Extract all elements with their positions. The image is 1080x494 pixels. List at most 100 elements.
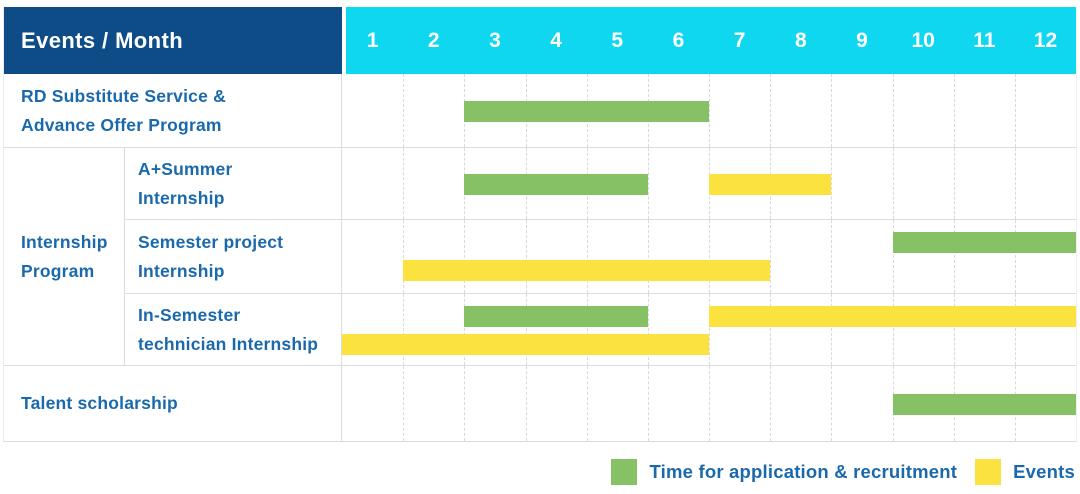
month-gridline [770,74,772,147]
table-row-rd-substitute: RD Substitute Service & Advance Offer Pr… [4,74,1076,148]
month-gridline [403,148,405,219]
row-label-line: Internship [138,260,225,281]
table-row-talent-scholarship: Talent scholarship [4,366,1076,441]
month-gridline [647,220,649,293]
timeline-semester-project [342,220,1076,293]
month-gridline [525,366,527,441]
events-bar [342,334,709,355]
month-gridline [770,220,772,293]
events-legend-swatch [975,459,1002,485]
row-label-line: technician Internship [138,333,319,354]
application-legend-label: Time for application & recruitment [649,461,958,482]
month-gridline [403,74,405,147]
month-gridline [953,148,955,219]
month-gridline [892,74,894,147]
row-label-cell: A+Summer Internship [125,148,342,219]
month-gridline [892,294,894,365]
legend: Time for application & recruitment Event… [611,459,1075,485]
month-gridline [586,220,588,293]
row-label-line: RD Substitute Service & [21,85,226,106]
month-gridline [953,220,955,293]
month-gridline [586,294,588,365]
month-label: 8 [794,28,807,52]
month-gridline [770,366,772,441]
month-gridline [709,294,710,365]
events-bar [403,260,771,281]
month-label: 5 [611,28,624,52]
timeline-rd-substitute [342,74,1076,147]
month-gridline [709,220,710,293]
month-gridline [586,366,588,441]
events-legend-label: Events [1013,461,1075,482]
month-gridline [647,148,649,219]
row-label-line: Internship [138,187,225,208]
month-gridline [1014,220,1016,293]
month-gridline [647,366,649,441]
month-gridline [831,220,833,293]
application-recruitment-bar [892,232,1076,253]
month-header-row: 1 2 3 4 5 6 7 8 9 10 11 12 [342,7,1076,74]
application-recruitment-bar [464,173,648,195]
application-legend-swatch [611,459,638,485]
application-recruitment-bar [892,393,1076,415]
month-gridline [1014,294,1016,365]
month-gridline [709,74,710,147]
row-label-line: A+Summer [138,158,233,179]
row-label-cell: Talent scholarship [4,366,342,441]
row-label-cell: RD Substitute Service & Advance Offer Pr… [4,74,342,147]
timeline-talent-scholarship [342,366,1076,441]
month-label: 4 [550,28,562,52]
month-gridline [647,294,649,365]
month-label: 1 [366,28,379,52]
month-label: 11 [973,28,996,52]
month-label: 10 [911,28,935,52]
month-label: 3 [489,28,501,52]
internship-program-group: Internship Program A+Summer Internship S… [4,148,1076,366]
table-title: Events / Month [21,27,184,53]
row-label-line: Advance Offer Program [21,114,222,135]
month-gridline [525,294,527,365]
month-header-background [346,7,1076,74]
month-gridline [464,294,466,365]
timeline-a-summer [342,148,1076,219]
group-sub-rows: A+Summer Internship Semester project Int… [125,148,1076,365]
row-label-cell: In-Semester technician Internship [125,294,342,365]
row-label-line: Semester project [138,231,284,252]
month-gridline [464,366,466,441]
month-label: 12 [1033,28,1058,52]
table-row-in-semester: In-Semester technician Internship [125,294,1076,365]
month-gridline [403,294,405,365]
table-row-a-summer: A+Summer Internship [125,148,1076,220]
month-gridline [831,366,833,441]
month-gridline [464,220,466,293]
month-gridline [770,294,772,365]
events-bar [709,306,1076,327]
row-label-cell: Semester project Internship [125,220,342,293]
month-gridline [953,294,955,365]
events-gantt-table: Events / Month 1 2 3 4 5 6 7 8 9 10 11 12 RD Substi… [3,7,1077,442]
month-gridline [892,148,894,219]
events-bar [709,173,832,195]
group-label-line: Program [21,260,95,281]
month-gridline [892,220,894,293]
month-gridline [831,294,833,365]
month-gridline [831,74,833,147]
month-label: 6 [672,28,685,52]
month-gridline [953,74,955,147]
table-row-semester-project: Semester project Internship [125,220,1076,294]
month-label: 7 [733,28,746,52]
group-label-line: Internship [21,231,108,252]
timeline-in-semester [342,294,1076,365]
month-gridline [1014,148,1016,219]
table-header-row: Events / Month 1 2 3 4 5 6 7 8 9 10 11 12 [4,7,1076,74]
month-gridline [831,148,833,219]
month-gridline [403,220,405,293]
month-gridline [403,366,405,441]
month-label: 9 [856,28,868,52]
row-label-line: In-Semester [138,304,241,325]
group-label-cell: Internship Program [4,148,125,365]
month-gridline [709,366,710,441]
application-recruitment-bar [464,306,648,327]
table-title-cell: Events / Month [4,7,342,74]
month-gridline [525,220,527,293]
